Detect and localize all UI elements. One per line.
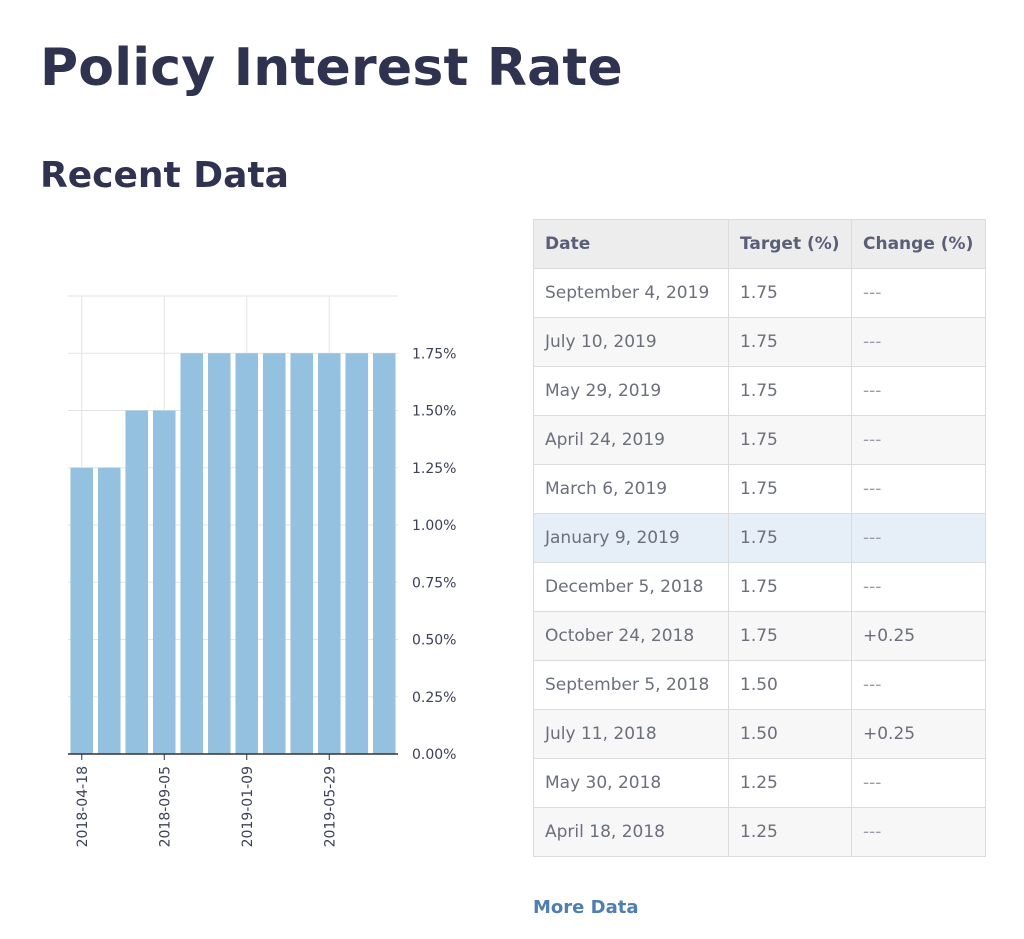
- cell-date: April 24, 2019: [533, 415, 729, 465]
- cell-target: 1.75: [728, 317, 852, 367]
- cell-target: 1.50: [728, 660, 852, 710]
- cell-change: ---: [851, 513, 986, 563]
- bar-2019-09-04[interactable]: [372, 353, 396, 754]
- policy-rate-chart: 0.00% 0.25% 0.50% 0.75% 1.00% 1.25% 1.50% 1.75%…: [68, 295, 456, 847]
- table-row[interactable]: September 5, 2018 1.50 ---: [533, 660, 986, 710]
- table-row[interactable]: May 29, 2019 1.75 ---: [533, 366, 986, 416]
- y-tick-label: 0.50%: [412, 633, 456, 649]
- x-tick-label: 2018-04-18: [75, 766, 91, 847]
- cell-target: 1.75: [728, 464, 852, 514]
- header-date[interactable]: Date: [533, 219, 729, 269]
- cell-date: July 10, 2019: [533, 317, 729, 367]
- cell-change: ---: [851, 758, 986, 808]
- cell-change: ---: [851, 317, 986, 367]
- cell-target: 1.50: [728, 709, 852, 759]
- bar-2018-05-30[interactable]: [97, 467, 121, 754]
- cell-target: 1.75: [728, 415, 852, 465]
- cell-change: ---: [851, 660, 986, 710]
- cell-change: +0.25: [851, 709, 986, 759]
- cell-target: 1.75: [728, 513, 852, 563]
- table-row[interactable]: March 6, 2019 1.75 ---: [533, 464, 986, 514]
- cell-target: 1.75: [728, 611, 852, 661]
- cell-date: September 5, 2018: [533, 660, 729, 710]
- table-row[interactable]: September 4, 2019 1.75 ---: [533, 268, 986, 318]
- cell-target: 1.75: [728, 268, 852, 318]
- y-tick-label: 0.25%: [412, 690, 456, 706]
- header-target[interactable]: Target (%): [728, 219, 852, 269]
- section-title: Recent Data: [40, 155, 289, 196]
- table-row[interactable]: May 30, 2018 1.25 ---: [533, 758, 986, 808]
- cell-target: 1.25: [728, 758, 852, 808]
- table-row[interactable]: April 24, 2019 1.75 ---: [533, 415, 986, 465]
- bar-2019-05-29[interactable]: [317, 353, 341, 754]
- y-tick-label: 0.00%: [412, 747, 456, 763]
- table-row[interactable]: July 11, 2018 1.50 +0.25: [533, 709, 986, 759]
- more-data-link[interactable]: More Data: [533, 897, 639, 918]
- bar-2019-03-06[interactable]: [262, 353, 286, 754]
- bar-2018-12-05[interactable]: [207, 353, 231, 754]
- cell-target: 1.75: [728, 562, 852, 612]
- cell-date: January 9, 2019: [533, 513, 729, 563]
- y-tick-label: 1.50%: [412, 404, 456, 420]
- bar-2019-04-24[interactable]: [290, 353, 314, 754]
- bar-2018-07-11[interactable]: [125, 410, 149, 755]
- cell-date: October 24, 2018: [533, 611, 729, 661]
- bar-2018-04-18[interactable]: [70, 467, 94, 754]
- cell-change: ---: [851, 464, 986, 514]
- bar-2018-09-05[interactable]: [152, 410, 176, 755]
- cell-date: April 18, 2018: [533, 807, 729, 857]
- header-change[interactable]: Change (%): [851, 219, 986, 269]
- cell-change: ---: [851, 415, 986, 465]
- page-title: Policy Interest Rate: [40, 38, 623, 98]
- cell-date: May 30, 2018: [533, 758, 729, 808]
- table-row[interactable]: April 18, 2018 1.25 ---: [533, 807, 986, 857]
- table-header-row: Date Target (%) Change (%): [533, 219, 986, 269]
- cell-date: December 5, 2018: [533, 562, 729, 612]
- y-tick-label: 1.75%: [412, 346, 456, 362]
- y-tick-label: 1.00%: [412, 518, 456, 534]
- cell-target: 1.75: [728, 366, 852, 416]
- cell-change: ---: [851, 807, 986, 857]
- cell-date: March 6, 2019: [533, 464, 729, 514]
- cell-date: September 4, 2019: [533, 268, 729, 318]
- bar-2019-07-10[interactable]: [345, 353, 369, 754]
- bar-2019-01-09[interactable]: [235, 353, 259, 754]
- y-tick-label: 0.75%: [412, 575, 456, 591]
- table-row[interactable]: December 5, 2018 1.75 ---: [533, 562, 986, 612]
- x-tick-label: 2019-01-09: [240, 766, 256, 847]
- x-tick-label: 2018-09-05: [157, 766, 173, 847]
- y-tick-label: 1.25%: [412, 461, 456, 477]
- cell-date: May 29, 2019: [533, 366, 729, 416]
- x-tick-label: 2019-05-29: [322, 766, 338, 847]
- cell-change: ---: [851, 562, 986, 612]
- cell-change: ---: [851, 268, 986, 318]
- cell-change: +0.25: [851, 611, 986, 661]
- cell-target: 1.25: [728, 807, 852, 857]
- table-row[interactable]: October 24, 2018 1.75 +0.25: [533, 611, 986, 661]
- table-row[interactable]: July 10, 2019 1.75 ---: [533, 317, 986, 367]
- table-row[interactable]: January 9, 2019 1.75 ---: [533, 513, 986, 563]
- bar-2018-10-24[interactable]: [180, 353, 204, 754]
- cell-date: July 11, 2018: [533, 709, 729, 759]
- cell-change: ---: [851, 366, 986, 416]
- recent-data-table: Date Target (%) Change (%) September 4, …: [533, 219, 986, 857]
